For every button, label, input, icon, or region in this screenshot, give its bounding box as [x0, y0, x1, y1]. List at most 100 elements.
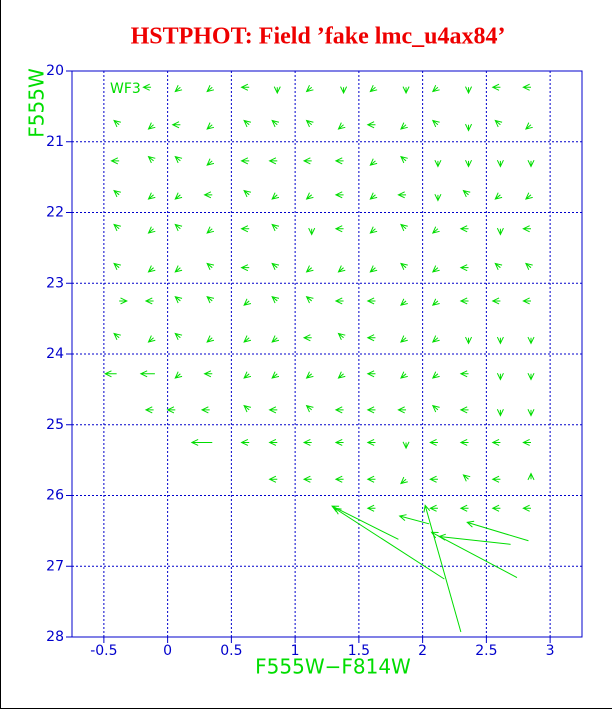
y-tick-label: 26 [46, 488, 64, 504]
arrow [243, 298, 252, 306]
arrow [369, 84, 378, 93]
arrow [104, 370, 117, 378]
arrow [366, 370, 376, 378]
arrow [496, 336, 504, 345]
arrow [527, 409, 535, 417]
arrow [369, 226, 378, 234]
arrow [430, 531, 518, 579]
arrow [305, 84, 314, 93]
y-tick-label: 23 [46, 275, 64, 291]
arrow [147, 335, 156, 343]
arrow [366, 475, 376, 483]
arrow [271, 223, 280, 232]
arrow [402, 441, 410, 450]
arrow [240, 438, 250, 446]
x-tick-label: 1 [291, 643, 300, 659]
arrow [240, 83, 250, 91]
arrow [268, 475, 278, 483]
arrow [522, 504, 531, 512]
arrow [431, 265, 440, 273]
arrow [147, 192, 156, 200]
arrow [331, 505, 399, 540]
arrow [400, 155, 408, 164]
arrow [337, 371, 346, 379]
arrow [496, 372, 504, 381]
arrow [459, 438, 469, 446]
arrow [496, 227, 504, 236]
arrow [400, 298, 408, 306]
arrow [491, 438, 501, 446]
arrow [431, 298, 440, 306]
arrow [271, 335, 280, 343]
arrow [340, 86, 348, 95]
arrow [305, 265, 314, 273]
arrow [308, 227, 316, 236]
arrow [366, 297, 376, 305]
y-tick-label: 20 [46, 63, 64, 79]
arrow [240, 264, 250, 272]
arrow [166, 406, 176, 414]
arrow [144, 406, 154, 414]
arrow [243, 371, 252, 379]
arrow [398, 514, 430, 525]
arrow [465, 123, 473, 132]
arrow [429, 504, 438, 512]
arrow [434, 193, 442, 202]
arrow [268, 406, 278, 414]
arrow [525, 122, 533, 130]
arrow [527, 472, 535, 481]
arrow [525, 192, 533, 200]
arrow [459, 264, 469, 272]
arrow [366, 438, 376, 446]
arrow [271, 295, 280, 304]
arrow [494, 119, 503, 128]
arrow [302, 334, 312, 342]
arrow [400, 223, 408, 232]
arrow [431, 371, 440, 379]
arrow [333, 507, 445, 580]
arrow [397, 406, 407, 414]
arrow [527, 159, 535, 168]
arrow [203, 370, 213, 378]
arrow [491, 475, 501, 483]
arrow [334, 191, 344, 199]
arrow [268, 157, 278, 165]
arrow [200, 406, 210, 414]
arrow [110, 157, 120, 165]
arrow [273, 86, 281, 95]
x-tick-label: -0.5 [90, 643, 117, 659]
arrow [459, 297, 469, 305]
chart-title: HSTPHOT: Field ’fake lmc_u4ax84’ [131, 24, 506, 50]
arrow [302, 438, 312, 446]
arrow [431, 335, 440, 343]
arrow [429, 438, 438, 446]
arrow [334, 157, 344, 165]
arrow [397, 191, 407, 199]
arrow [337, 332, 346, 341]
arrow [334, 297, 344, 305]
arrow [366, 121, 376, 129]
arrow [496, 409, 504, 417]
arrow [434, 159, 442, 168]
arrow [243, 335, 252, 343]
y-tick-label: 27 [46, 558, 64, 574]
arrow [494, 192, 503, 200]
y-tick-label: 28 [46, 629, 64, 645]
arrow [142, 83, 152, 91]
arrow [147, 155, 156, 164]
arrow [459, 225, 469, 233]
arrow [305, 295, 314, 304]
annotation: WF3 [110, 81, 141, 97]
arrow [206, 84, 215, 93]
arrow [400, 476, 408, 485]
arrow [206, 122, 215, 130]
arrow [206, 295, 215, 304]
arrow [366, 334, 376, 342]
arrow [402, 86, 410, 95]
x-tick-label: 2 [418, 643, 427, 659]
arrow [334, 406, 344, 414]
arrow [174, 332, 183, 341]
arrow [119, 297, 128, 305]
arrow [190, 438, 213, 446]
arrow [271, 262, 280, 271]
